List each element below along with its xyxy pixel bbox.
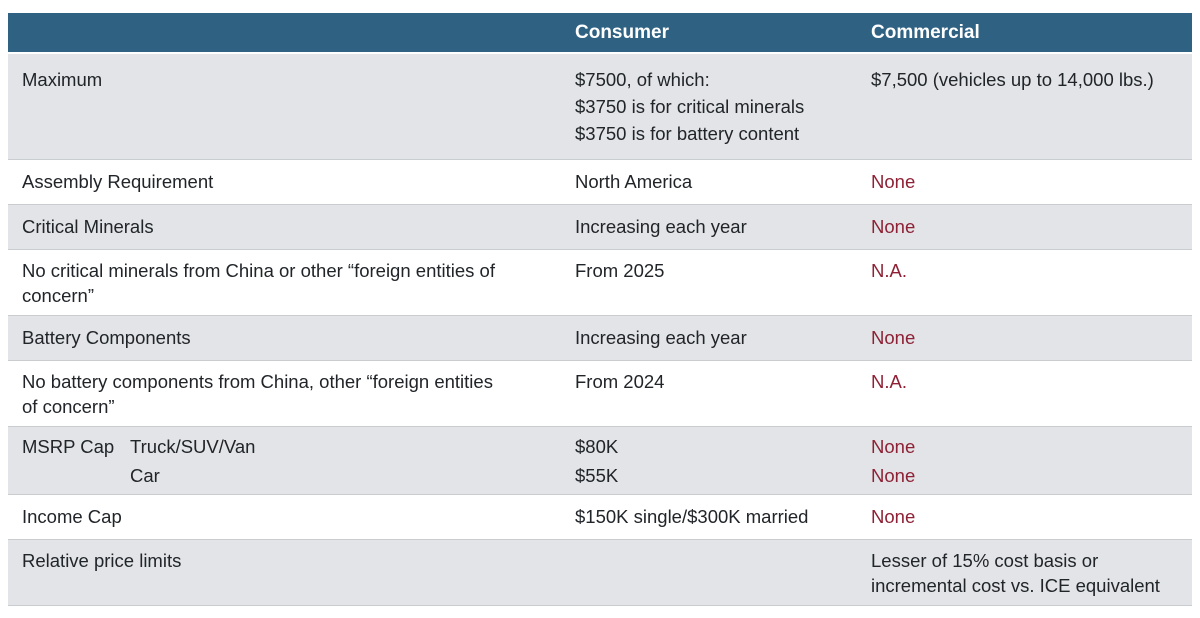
- comparison-table: Consumer Commercial Maximum $7500, of wh…: [8, 13, 1192, 606]
- commercial-cell: N.A.: [871, 260, 907, 281]
- consumer-cell: From 2025: [575, 260, 665, 281]
- commercial-cell: N.A.: [871, 371, 907, 392]
- cell-line: Car: [130, 465, 160, 486]
- cell-line: No battery components from China, other …: [22, 371, 493, 392]
- consumer-cell: North America: [575, 171, 693, 192]
- row-label-cell: Critical Minerals: [22, 216, 154, 237]
- msrp-cap-label: MSRP Cap: [22, 436, 115, 457]
- cell-line: None: [871, 465, 916, 486]
- consumer-cell: [561, 540, 857, 605]
- row-label-cell: MSRP Cap Truck/SUV/Van Car: [8, 427, 561, 494]
- table-row-maximum: Maximum $7500, of which: $3750 is for cr…: [8, 54, 1192, 159]
- table-row-battery-components: Battery Components Increasing each year …: [8, 315, 1192, 360]
- header-commercial: Commercial: [871, 21, 980, 43]
- commercial-cell: None: [871, 327, 916, 348]
- table-header-row: Consumer Commercial: [8, 13, 1192, 52]
- cell-line: Truck/SUV/Van: [130, 436, 256, 457]
- cell-line: $80K: [575, 436, 619, 457]
- cell-line: Lesser of 15% cost basis or: [871, 550, 1099, 571]
- table-row-no-critical-minerals-china: No critical minerals from China or other…: [8, 249, 1192, 315]
- cell-line: $55K: [575, 465, 619, 486]
- cell-line: $3750 is for battery content: [575, 123, 800, 144]
- table-row-critical-minerals: Critical Minerals Increasing each year N…: [8, 204, 1192, 249]
- table-row-no-battery-components-china: No battery components from China, other …: [8, 360, 1192, 426]
- header-consumer: Consumer: [575, 21, 669, 43]
- row-label-cell: Relative price limits: [22, 550, 182, 571]
- row-label-cell: Income Cap: [22, 506, 122, 527]
- cell-line: $7500, of which:: [575, 69, 710, 90]
- cell-line: None: [871, 436, 916, 457]
- commercial-cell: None: [871, 171, 916, 192]
- consumer-cell: $80K $55K: [561, 427, 857, 494]
- consumer-cell: $7500, of which: $3750 is for critical m…: [561, 54, 857, 159]
- consumer-cell: Increasing each year: [575, 216, 747, 237]
- table-row-income-cap: Income Cap $150K single/$300K married No…: [8, 494, 1192, 539]
- table-row-msrp-cap: MSRP Cap Truck/SUV/Van Car $80K $55K Non…: [8, 426, 1192, 494]
- row-label-cell: Battery Components: [22, 327, 191, 348]
- cell-line: $3750 is for critical minerals: [575, 96, 805, 117]
- commercial-cell: None: [871, 216, 916, 237]
- cell-line: of concern”: [22, 396, 115, 417]
- commercial-cell: Lesser of 15% cost basis or incremental …: [857, 540, 1192, 605]
- consumer-cell: From 2024: [575, 371, 665, 392]
- row-label-cell: Assembly Requirement: [22, 171, 214, 192]
- commercial-cell: None: [871, 506, 916, 527]
- commercial-cell: None None: [857, 427, 1192, 494]
- row-label-cell: No battery components from China, other …: [8, 361, 561, 426]
- cell-line: No critical minerals from China or other…: [22, 260, 495, 281]
- row-label-cell: Maximum: [22, 69, 103, 90]
- msrp-vehicle-types: Truck/SUV/Van Car: [130, 432, 255, 490]
- msrp-cap-group: MSRP Cap Truck/SUV/Van Car: [22, 432, 557, 490]
- cell-line: incremental cost vs. ICE equivalent: [871, 575, 1160, 596]
- table-row-assembly-requirement: Assembly Requirement North America None: [8, 159, 1192, 204]
- commercial-cell: $7,500 (vehicles up to 14,000 lbs.): [871, 69, 1154, 90]
- consumer-cell: $150K single/$300K married: [575, 506, 809, 527]
- cell-line: concern”: [22, 285, 94, 306]
- table-row-relative-price-limits: Relative price limits Lesser of 15% cost…: [8, 539, 1192, 605]
- row-label-cell: No critical minerals from China or other…: [8, 250, 561, 315]
- consumer-cell: Increasing each year: [575, 327, 747, 348]
